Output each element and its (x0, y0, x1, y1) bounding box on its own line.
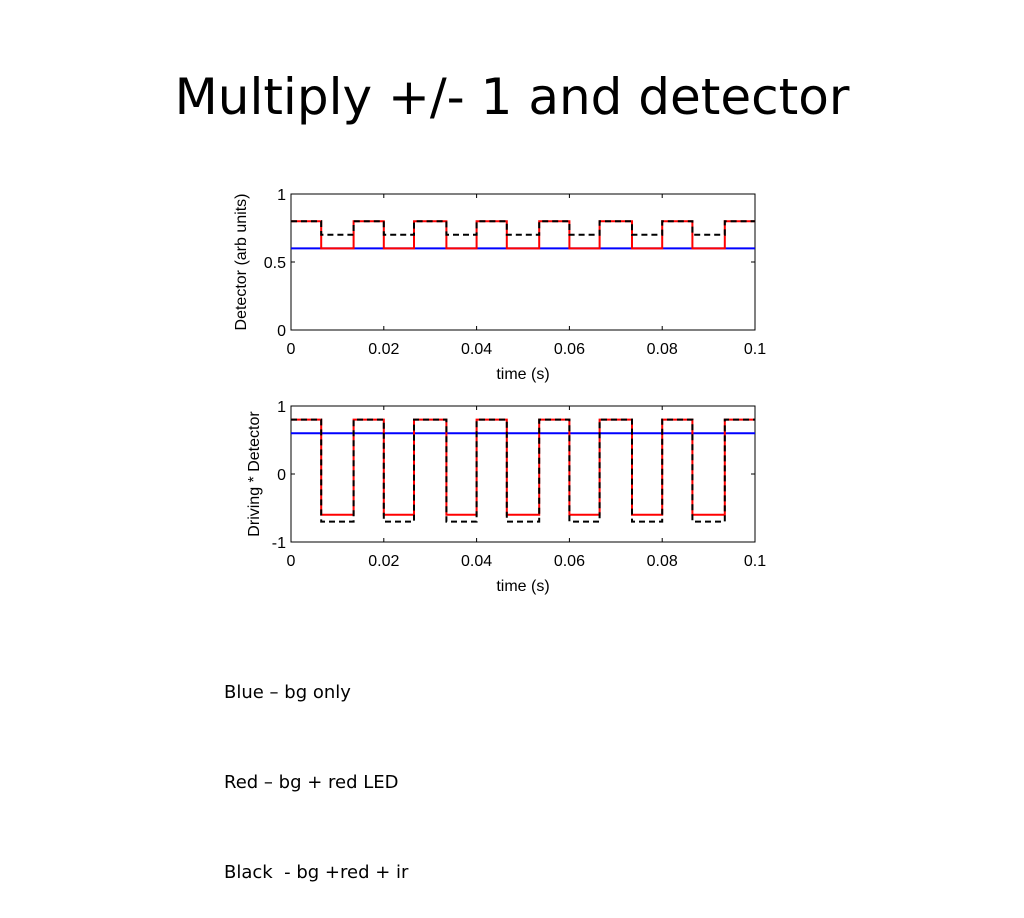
slide-title: Multiply +/- 1 and detector (174, 68, 850, 126)
bottom-x-axis-label: time (s) (496, 578, 549, 595)
legend-note-black: Black - bg +red + ir (224, 862, 409, 883)
top-x-tick-label: 0.02 (368, 341, 399, 358)
bottom-x-tick-label: 0 (287, 553, 296, 570)
top-y-tick-label: 0.5 (264, 255, 286, 272)
top-plot-frame (290, 193, 756, 331)
bottom-y-tick-label: 0 (277, 467, 286, 484)
top-y-tick-label: 1 (277, 187, 286, 204)
top-x-tick-label: 0.04 (461, 341, 492, 358)
bottom-plot-frame (290, 405, 756, 543)
top-series-black-line (291, 220, 755, 236)
bottom-x-tick-label: 0.04 (461, 553, 492, 570)
top-x-tick-label: 0.1 (744, 341, 766, 358)
top-y-tick-label: 0 (277, 323, 286, 340)
bottom-y-tick-label: 1 (277, 399, 286, 416)
top-y-axis-label: Detector (arb units) (233, 194, 250, 331)
bottom-y-axis-label: Driving * Detector (246, 411, 263, 537)
bottom-series-black-line (291, 418, 755, 523)
bottom-x-tick-label: 0.1 (744, 553, 766, 570)
bottom-x-tick-label: 0.06 (554, 553, 585, 570)
detector-chart: 0 0.02 0.04 0.06 0.08 0.1 0 0.5 1 time (s) Detecto… (233, 187, 766, 383)
bottom-x-tick-label: 0.08 (647, 553, 678, 570)
top-x-tick-label: 0.08 (647, 341, 678, 358)
legend-note-blue: Blue – bg only (224, 682, 351, 703)
top-x-axis-label: time (s) (496, 366, 549, 383)
bottom-y-tick-label: -1 (272, 535, 286, 552)
legend-notes: Blue – bg only Red – bg + red LED Black … (224, 618, 408, 918)
legend-note-red: Red – bg + red LED (224, 772, 399, 793)
bottom-x-tick-label: 0.02 (368, 553, 399, 570)
top-x-tick-label: 0.06 (554, 341, 585, 358)
top-x-tick-label: 0 (287, 341, 296, 358)
